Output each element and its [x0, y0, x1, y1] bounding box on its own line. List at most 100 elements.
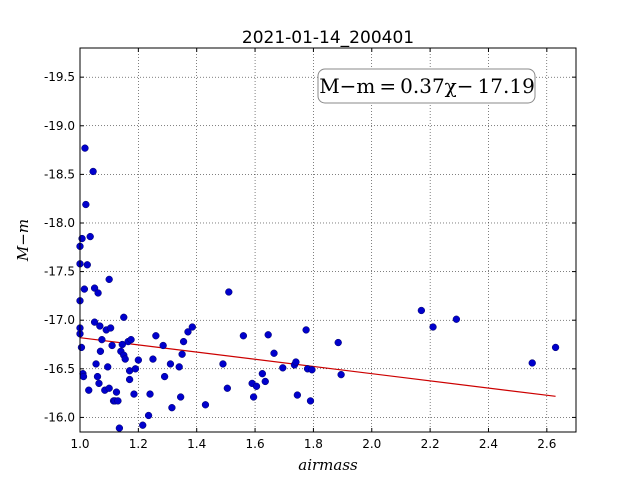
data-point [106, 324, 115, 332]
data-point [108, 341, 116, 350]
data-point [77, 343, 86, 352]
data-point [82, 200, 90, 209]
data-point [261, 377, 269, 386]
data-point [121, 355, 129, 363]
y-tick-label: -16.5 [44, 362, 75, 376]
fit-line [79, 337, 556, 397]
y-axis-label: M−m [14, 219, 32, 262]
x-axis-label: airmass [298, 456, 358, 474]
data-point [252, 382, 261, 390]
data-point [125, 375, 134, 384]
data-point [551, 343, 560, 352]
y-tick-label: -17.0 [44, 313, 75, 327]
data-point [104, 363, 112, 371]
data-point [337, 370, 345, 379]
data-point [225, 288, 233, 296]
data-point [429, 323, 437, 331]
data-point [292, 358, 300, 366]
data-point [146, 390, 154, 398]
data-point [201, 401, 210, 409]
data-point [249, 393, 258, 401]
data-point [83, 261, 91, 269]
data-point [127, 335, 135, 344]
x-tick-label: 2.4 [479, 437, 498, 451]
y-tick-label: -19.0 [44, 119, 75, 133]
data-point [144, 411, 153, 420]
data-point [179, 337, 188, 346]
y-tick-label: -16.0 [44, 410, 75, 424]
fit-line-group [79, 337, 556, 397]
data-point [159, 341, 167, 350]
data-point [223, 384, 231, 392]
data-point [166, 360, 175, 368]
data-point [89, 167, 97, 176]
gridlines [79, 48, 576, 432]
data-point [112, 388, 121, 396]
data-point [86, 232, 94, 241]
data-point [184, 328, 192, 336]
y-tick-label: -19.5 [44, 70, 75, 84]
data-point [90, 318, 99, 326]
data-point [175, 363, 183, 371]
data-point [302, 326, 310, 334]
data-point [95, 379, 103, 388]
x-tick-label: 1.4 [187, 437, 206, 451]
data-point [80, 285, 89, 293]
data-point [160, 372, 169, 381]
data-point [178, 350, 186, 358]
x-tick-label: 2.6 [537, 437, 556, 451]
data-point [279, 364, 287, 372]
data-point [308, 366, 316, 374]
data-point [139, 421, 147, 429]
data-point [96, 322, 104, 330]
data-point [149, 355, 157, 363]
data-point [115, 424, 124, 432]
data-point [85, 386, 93, 394]
plot-frame [79, 47, 577, 433]
chart-title: 2021-01-14_200401 [242, 28, 414, 48]
ticks: 1.0 1.2 1.4 1.6 1.8 2.0 2.2 2.4 2.6 -16.0 -16.5 -17… [44, 48, 576, 451]
data-point [152, 332, 160, 340]
data-point [79, 372, 88, 381]
data-point [528, 359, 536, 367]
data-point [96, 347, 105, 355]
y-tick-label: -18.0 [44, 216, 75, 230]
data-point [219, 360, 227, 368]
data-point [105, 275, 113, 284]
y-tick-label: -17.5 [44, 265, 75, 279]
data-point [168, 404, 176, 412]
data-point [93, 372, 102, 381]
data-point [270, 349, 278, 357]
data-point [239, 332, 248, 340]
data-point [264, 331, 272, 339]
x-tick-label: 1.8 [304, 437, 323, 451]
data-point [134, 356, 143, 364]
x-tick-label: 2.0 [362, 437, 381, 451]
data-point [417, 306, 426, 315]
data-point [105, 384, 113, 392]
y-tick-label: -18.5 [44, 167, 75, 181]
x-tick-label: 2.2 [421, 437, 440, 451]
data-point [98, 335, 106, 344]
data-points [76, 144, 560, 432]
data-point [81, 144, 89, 152]
fit-equation: M−m = 0.37χ− 17.19 [319, 74, 535, 98]
data-point [258, 370, 267, 378]
data-point [188, 323, 196, 331]
x-tick-label: 1.6 [246, 437, 265, 451]
data-point [92, 360, 100, 368]
annotation-box: M−m = 0.37χ− 17.19 [317, 68, 536, 104]
x-tick-label: 1.2 [129, 437, 148, 451]
data-point [131, 365, 140, 373]
data-point [130, 390, 138, 398]
data-point [118, 340, 126, 349]
data-point [177, 393, 185, 401]
data-point [293, 391, 302, 399]
data-point [114, 397, 122, 405]
data-point [120, 313, 128, 321]
data-point [306, 397, 315, 405]
x-tick-label: 1.0 [70, 437, 89, 451]
data-point [94, 289, 102, 297]
data-point [452, 315, 461, 323]
